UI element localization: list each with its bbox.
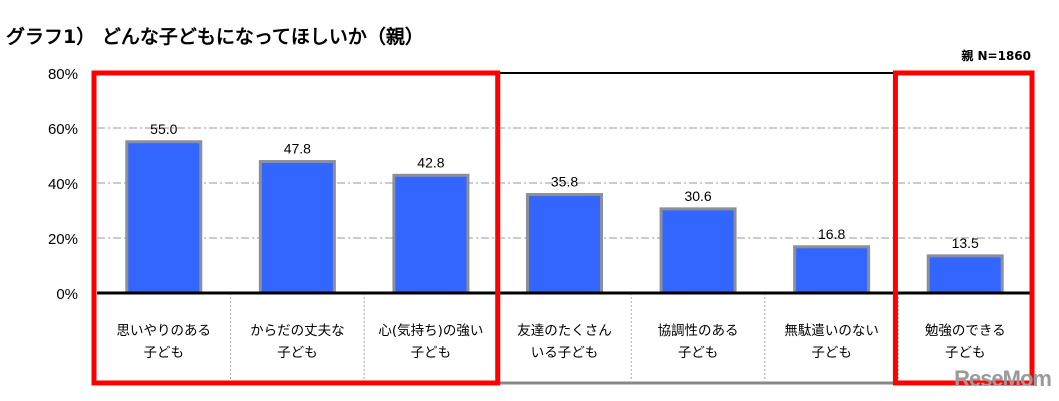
y-tick-label: 80% [48, 66, 78, 83]
y-tick-label: 40% [48, 176, 78, 193]
data-label: 13.5 [952, 235, 979, 251]
category-label: 心(気持ち)の強い [378, 323, 483, 339]
chart-title: グラフ1） どんな子どもになってほしいか（親） [6, 26, 424, 48]
data-label: 16.8 [818, 226, 845, 242]
category-label: 子ども [411, 345, 452, 361]
category-label: 協調性のある [658, 323, 739, 339]
data-label: 47.8 [284, 141, 311, 157]
category-label: 友達のたくさん [517, 323, 612, 339]
data-label: 35.8 [551, 174, 578, 190]
highlight-box [91, 70, 501, 386]
category-label: いる子ども [531, 345, 599, 361]
highlight-box [892, 70, 1035, 386]
bar [793, 245, 871, 295]
category-label: 子ども [277, 345, 318, 361]
category-label: 無駄遣いのない [784, 323, 879, 339]
category-label: 思いやりのある [117, 323, 212, 339]
bar [926, 254, 1004, 295]
category-label: 勉強のできる [925, 323, 1006, 339]
watermark-logo: ReseMom [954, 366, 1052, 391]
y-tick-label: 60% [48, 121, 78, 138]
sample-size-note: 親 N=1860 [961, 49, 1031, 63]
bar [392, 173, 470, 295]
data-label: 42.8 [417, 154, 444, 170]
bar [258, 160, 336, 295]
category-label: 子ども [144, 345, 185, 361]
bar [659, 207, 737, 295]
category-label: からだの丈夫な [250, 323, 345, 339]
data-label: 30.6 [684, 188, 711, 204]
y-tick-label: 0% [56, 286, 78, 303]
bar [526, 193, 603, 295]
y-tick-label: 20% [48, 231, 78, 248]
category-label: 子ども [678, 345, 719, 361]
category-label: 子ども [811, 345, 852, 361]
category-label: 子ども [945, 345, 986, 361]
data-label: 55.0 [150, 121, 177, 137]
bar [125, 140, 203, 295]
